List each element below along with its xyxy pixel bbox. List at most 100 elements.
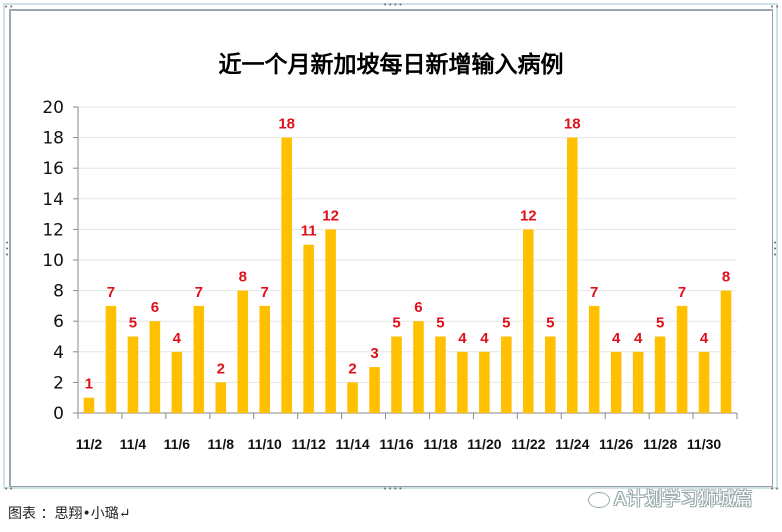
data-label: 18 — [564, 116, 581, 133]
bar — [259, 305, 270, 413]
resize-handle-bottom-right[interactable]: •• — [770, 485, 781, 493]
watermark-text: A计划学习狮城篇 — [614, 489, 753, 510]
x-tick-label: 11/18 — [423, 436, 457, 452]
bar — [545, 336, 556, 413]
bar — [237, 290, 249, 413]
x-tick-label: 11/22 — [511, 436, 545, 452]
data-label: 5 — [656, 315, 664, 332]
resize-handle-left[interactable]: • • • — [5, 239, 11, 259]
y-tick-label: 20 — [42, 98, 64, 118]
wechat-icon — [588, 492, 610, 508]
resize-handle-top-right[interactable]: •• — [770, 3, 781, 11]
data-label: 6 — [151, 299, 159, 316]
data-label: 5 — [392, 315, 400, 332]
bar — [325, 229, 336, 413]
y-tick-label: 4 — [53, 343, 64, 363]
watermark: A计划学习狮城篇 — [588, 485, 752, 511]
data-label: 7 — [107, 284, 115, 301]
resize-handle-right[interactable]: • • • — [773, 239, 779, 259]
bar — [281, 137, 292, 413]
bar — [435, 336, 446, 413]
x-tick-label: 11/20 — [467, 436, 501, 452]
bar — [369, 367, 380, 413]
data-label: 8 — [239, 269, 247, 286]
data-label: 4 — [634, 330, 643, 347]
x-tick-label: 11/16 — [379, 436, 413, 452]
x-tick-label: 11/14 — [335, 436, 369, 452]
bar — [698, 351, 710, 413]
bar — [479, 351, 490, 413]
y-tick-label: 0 — [53, 404, 64, 424]
data-label: 3 — [370, 345, 378, 362]
chart-title: 近一个月新加坡每日新增输入病例 — [218, 52, 564, 78]
data-label: 4 — [173, 330, 182, 347]
x-tick-label: 11/2 — [76, 436, 103, 452]
data-label: 4 — [700, 330, 709, 347]
y-tick-label: 6 — [53, 312, 64, 332]
data-label: 18 — [278, 116, 295, 133]
data-label: 4 — [458, 330, 467, 347]
y-tick-label: 14 — [42, 190, 64, 210]
data-label: 5 — [129, 315, 137, 332]
data-label: 12 — [520, 207, 537, 224]
y-tick-label: 18 — [42, 129, 64, 149]
bar — [83, 397, 95, 413]
bar — [391, 336, 402, 413]
data-label: 7 — [678, 284, 686, 301]
data-label: 2 — [217, 360, 225, 377]
bar — [523, 229, 534, 413]
x-tick-label: 11/30 — [687, 436, 721, 452]
data-label: 4 — [612, 330, 621, 347]
x-tick-label: 11/4 — [120, 436, 147, 452]
bar — [501, 336, 512, 413]
y-tick-label: 10 — [42, 251, 64, 271]
data-label: 7 — [195, 284, 203, 301]
data-label: 1 — [85, 376, 93, 393]
bar — [347, 382, 358, 413]
bar — [632, 351, 644, 413]
chart-caption: 图表 ：思翔•小璐↵ — [8, 506, 131, 522]
x-tick-label: 11/6 — [164, 436, 191, 452]
bar — [149, 321, 161, 413]
bar — [413, 321, 424, 413]
data-label: 6 — [414, 299, 422, 316]
bar — [127, 336, 139, 413]
bar — [676, 305, 688, 413]
x-tick-label: 11/28 — [643, 436, 677, 452]
x-tick-label: 11/26 — [599, 436, 633, 452]
bar — [720, 290, 732, 413]
bar — [566, 137, 578, 413]
bar — [105, 305, 117, 413]
bar — [303, 244, 314, 413]
data-label: 5 — [502, 315, 510, 332]
bar — [588, 305, 600, 413]
bar — [654, 336, 666, 413]
y-tick-label: 8 — [53, 282, 64, 302]
bar — [457, 351, 468, 413]
y-tick-label: 16 — [42, 159, 64, 179]
data-label: 5 — [436, 315, 444, 332]
resize-handle-bottom-left[interactable]: •• — [4, 485, 15, 493]
data-label: 8 — [722, 269, 730, 286]
bar — [215, 382, 227, 413]
bar — [171, 351, 183, 413]
data-label: 2 — [348, 360, 356, 377]
x-tick-label: 11/8 — [208, 436, 235, 452]
data-label: 12 — [322, 207, 339, 224]
x-tick-label: 11/12 — [292, 436, 326, 452]
data-label: 7 — [590, 284, 598, 301]
x-tick-label: 11/10 — [248, 436, 282, 452]
data-label: 4 — [480, 330, 489, 347]
bar — [610, 351, 622, 413]
resize-handle-top[interactable]: •••• — [383, 1, 404, 9]
resize-handle-top-left[interactable]: •• — [4, 3, 15, 11]
data-label: 11 — [301, 223, 317, 240]
x-tick-label: 11/24 — [555, 436, 589, 452]
y-tick-label: 12 — [42, 220, 64, 240]
resize-handle-bottom[interactable]: •••• — [383, 485, 404, 493]
data-label: 5 — [546, 315, 554, 332]
data-label: 7 — [261, 284, 269, 301]
y-tick-label: 2 — [53, 373, 64, 393]
bar — [193, 305, 205, 413]
